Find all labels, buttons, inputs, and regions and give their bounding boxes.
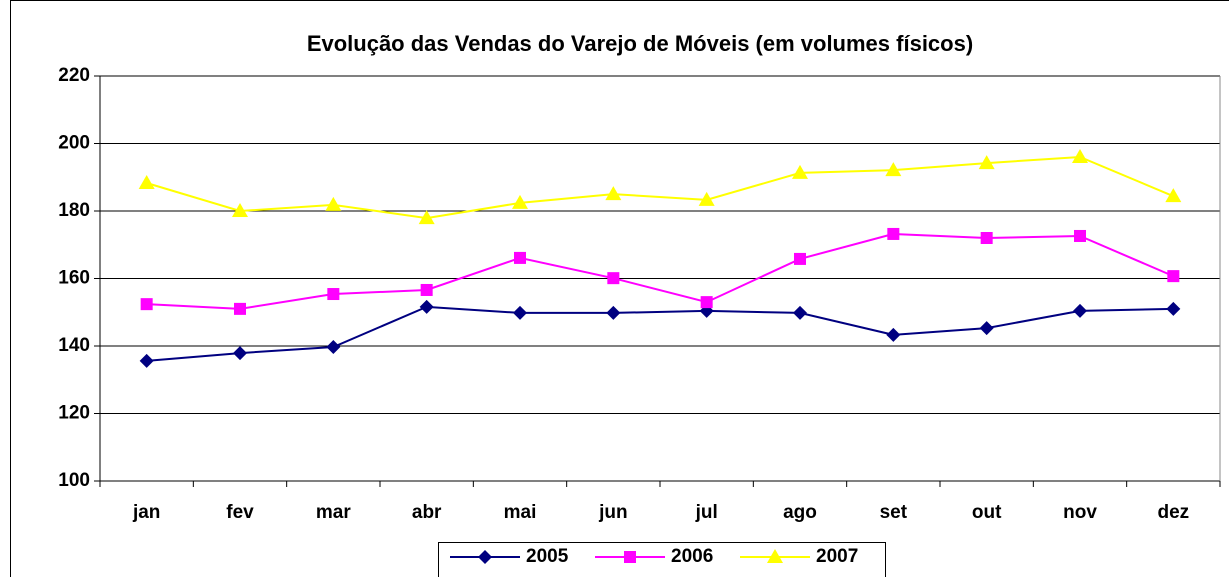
marker — [1167, 270, 1180, 283]
marker — [420, 283, 433, 296]
marker — [980, 232, 993, 244]
marker — [887, 227, 900, 240]
marker — [418, 210, 435, 225]
series-line — [146, 305, 1174, 362]
marker — [978, 155, 995, 170]
y-tick-label: 180 — [58, 200, 90, 221]
marker — [512, 194, 528, 209]
marker — [325, 196, 342, 211]
chart-frame — [10, 0, 1229, 577]
marker — [234, 302, 246, 315]
marker — [792, 164, 808, 179]
marker — [1165, 188, 1182, 203]
marker — [514, 251, 526, 264]
x-tick-label: dez — [1157, 502, 1189, 523]
marker — [767, 549, 783, 563]
legend-label: 2005 — [526, 546, 569, 567]
marker — [1072, 149, 1088, 163]
legend-label: 2006 — [671, 546, 713, 567]
marker — [327, 288, 340, 301]
y-tick-label: 100 — [58, 470, 90, 491]
x-tick-label: jul — [695, 502, 718, 523]
x-tick-label: jan — [132, 502, 160, 523]
marker — [886, 327, 901, 342]
x-tick-label: nov — [1063, 502, 1097, 523]
marker — [419, 299, 434, 314]
x-tick-label: mai — [504, 502, 537, 523]
series-line — [146, 232, 1174, 310]
marker — [140, 298, 153, 311]
marker — [1073, 303, 1087, 318]
marker — [885, 162, 902, 177]
marker — [326, 340, 341, 355]
marker — [700, 296, 713, 309]
series-line — [146, 155, 1174, 220]
marker — [513, 305, 527, 320]
y-tick-label: 220 — [58, 65, 90, 86]
marker — [478, 550, 492, 564]
y-tick-label: 120 — [58, 403, 90, 424]
marker — [606, 305, 621, 320]
x-tick-label: mar — [316, 502, 351, 523]
x-tick-label: ago — [783, 502, 817, 523]
marker — [794, 252, 806, 265]
marker — [624, 551, 636, 563]
marker — [793, 305, 807, 320]
chart-title: Evolução das Vendas do Varejo de Móveis … — [307, 31, 973, 56]
marker — [605, 186, 622, 201]
marker — [979, 321, 994, 336]
marker — [139, 353, 154, 368]
x-tick-label: jun — [598, 502, 628, 523]
x-tick-label: out — [972, 502, 1002, 523]
legend-box — [438, 542, 886, 577]
x-tick-label: set — [880, 502, 908, 523]
legend-label: 2007 — [816, 546, 858, 567]
y-tick-label: 140 — [58, 335, 90, 356]
marker — [232, 203, 248, 217]
marker — [1166, 301, 1181, 316]
marker — [1074, 229, 1086, 242]
x-tick-label: fev — [226, 502, 254, 523]
marker — [138, 174, 155, 189]
marker — [698, 191, 715, 206]
y-tick-label: 200 — [58, 133, 90, 154]
x-tick-label: abr — [412, 502, 442, 523]
marker — [233, 346, 247, 361]
y-tick-label: 160 — [58, 268, 90, 289]
marker — [607, 272, 620, 285]
